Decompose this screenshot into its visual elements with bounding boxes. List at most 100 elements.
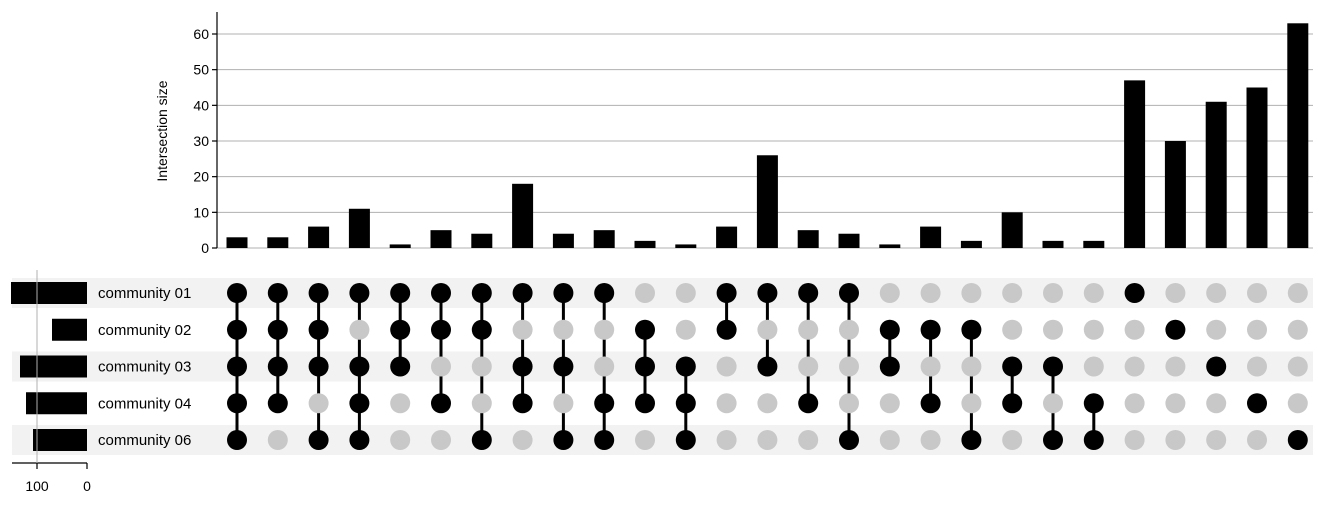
matrix-dot-active <box>1083 430 1104 450</box>
matrix-dot-active <box>635 319 655 340</box>
set-size-bar <box>52 318 87 341</box>
matrix-dot-inactive <box>594 356 615 377</box>
y-tick-label: 60 <box>193 26 209 42</box>
matrix-dot-active <box>227 283 247 303</box>
matrix-dot-inactive <box>1165 283 1186 303</box>
matrix-dot-inactive <box>1287 283 1308 303</box>
matrix-dot-active <box>1124 283 1145 303</box>
matrix-dot-active <box>839 283 859 303</box>
matrix-dot-active <box>1287 430 1308 450</box>
matrix-dot-inactive <box>961 283 982 303</box>
matrix-dot-inactive <box>757 393 778 414</box>
set-size-bar <box>20 355 87 378</box>
matrix-dot-inactive <box>798 430 819 450</box>
matrix-dot-inactive <box>1124 430 1145 450</box>
matrix-dot-active <box>512 283 533 303</box>
matrix-dot-active <box>471 283 492 303</box>
matrix-dot-active <box>635 356 655 377</box>
matrix-dot-active <box>267 319 288 340</box>
matrix-dot-inactive <box>1206 430 1227 450</box>
intersection-bar <box>1042 240 1064 248</box>
matrix-dot-inactive <box>1002 319 1023 340</box>
matrix-dot-active <box>920 319 941 340</box>
set-size-tick-label: 100 <box>25 478 49 494</box>
matrix-dot-inactive <box>635 283 655 303</box>
matrix-dot-inactive <box>716 356 737 377</box>
matrix-dot-inactive <box>1247 319 1267 340</box>
matrix-dot-inactive <box>431 430 451 450</box>
matrix-dot-inactive <box>308 393 329 414</box>
matrix-dot-inactive <box>675 319 696 340</box>
matrix-dot-active <box>227 430 247 450</box>
matrix-dot-active <box>594 393 615 414</box>
matrix-dot-active <box>961 319 982 340</box>
matrix-dot-active <box>1043 430 1063 450</box>
matrix-dot-inactive <box>1124 393 1145 414</box>
matrix-dot-inactive <box>839 356 859 377</box>
set-label: community 06 <box>98 432 191 449</box>
y-tick-label: 20 <box>193 169 209 185</box>
matrix-dot-active <box>267 393 288 414</box>
set-label: community 03 <box>98 359 191 376</box>
matrix-dot-inactive <box>390 430 411 450</box>
matrix-dot-active <box>227 393 247 414</box>
matrix-dot-active <box>1002 393 1023 414</box>
intersection-bar <box>797 230 819 248</box>
matrix-dot-inactive <box>1083 356 1104 377</box>
matrix-dot-inactive <box>594 319 615 340</box>
matrix-dot-inactive <box>1206 283 1227 303</box>
set-size-bar <box>11 282 87 304</box>
set-size-bar <box>33 429 87 451</box>
matrix-dot-inactive <box>1287 319 1308 340</box>
matrix-dot-active <box>1165 319 1186 340</box>
intersection-bar <box>716 226 738 248</box>
matrix-dot-inactive <box>716 430 737 450</box>
matrix-dot-inactive <box>920 356 941 377</box>
matrix-dot-inactive <box>798 319 819 340</box>
intersection-bar <box>552 233 574 248</box>
y-tick-label: 50 <box>193 62 209 78</box>
matrix-dot-active <box>961 430 982 450</box>
matrix-dot-inactive <box>1247 356 1267 377</box>
matrix-dot-active <box>431 283 451 303</box>
matrix-dot-inactive <box>961 356 982 377</box>
intersection-bar <box>1246 87 1268 248</box>
matrix-dot-inactive <box>757 319 778 340</box>
matrix-dot-inactive <box>757 430 778 450</box>
matrix-dot-active <box>594 430 615 450</box>
intersection-bar <box>634 240 656 248</box>
matrix-dot-inactive <box>1287 393 1308 414</box>
intersection-bar <box>430 230 452 248</box>
set-size-tick-label: 0 <box>83 478 91 494</box>
matrix-dot-active <box>716 319 737 340</box>
matrix-dot-inactive <box>716 393 737 414</box>
set-size-bar <box>26 392 87 415</box>
set-label: community 02 <box>98 322 191 339</box>
matrix-dot-inactive <box>390 393 411 414</box>
intersection-bar <box>1083 240 1105 248</box>
matrix-dot-inactive <box>1165 393 1186 414</box>
matrix-dot-active <box>227 319 247 340</box>
matrix-dot-active <box>471 319 492 340</box>
matrix-dot-inactive <box>1043 319 1063 340</box>
matrix-dot-inactive <box>920 430 941 450</box>
matrix-dot-active <box>675 393 696 414</box>
matrix-dot-active <box>390 283 411 303</box>
matrix-dot-active <box>1206 356 1227 377</box>
matrix-dot-inactive <box>471 356 492 377</box>
matrix-dot-inactive <box>920 283 941 303</box>
matrix-dot-inactive <box>267 430 288 450</box>
matrix-dot-active <box>349 393 370 414</box>
intersection-bar <box>308 226 330 248</box>
intersection-bar <box>920 226 942 248</box>
matrix-dot-active <box>267 283 288 303</box>
intersection-bar <box>1124 80 1146 248</box>
matrix-dot-inactive <box>512 319 533 340</box>
matrix-dot-active <box>308 283 329 303</box>
matrix-dot-inactive <box>879 393 900 414</box>
matrix-dot-active <box>879 356 900 377</box>
matrix-dot-inactive <box>961 393 982 414</box>
intersection-bar <box>226 237 248 248</box>
matrix-dot-inactive <box>675 283 696 303</box>
